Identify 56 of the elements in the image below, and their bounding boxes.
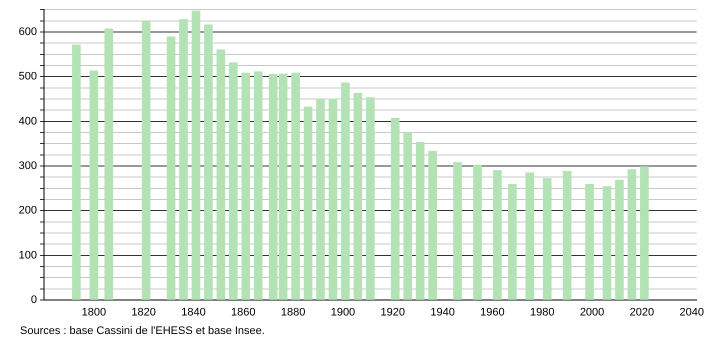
bar [615,180,624,300]
x-tick-label: 1980 [530,306,554,319]
bar [204,24,213,300]
bar [366,97,375,300]
bar [403,132,412,300]
y-tick-label: 0 [30,294,37,306]
bar [89,70,98,300]
bar [416,142,424,300]
x-tick-label: 1860 [231,306,256,319]
bar [453,162,462,300]
x-tick-label: 1960 [480,306,505,319]
x-tick-label: 2000 [580,306,604,319]
bar [542,178,552,300]
x-tick-label: 1800 [82,306,106,319]
bar [390,118,400,300]
bar [473,164,482,300]
bar [525,172,534,300]
y-tick-label: 500 [18,70,37,83]
bar [241,72,250,300]
x-tick-label: 1900 [330,306,356,319]
bar [216,49,226,300]
x-tick-label: 1920 [380,306,405,319]
bar [341,82,350,300]
bar [254,71,263,300]
x-tick-label: 1940 [430,306,455,319]
source-note: Sources : base Cassini de l'EHESS et base Insee. [20,325,265,337]
bar [142,20,150,300]
bar [428,150,437,300]
bar [328,98,338,300]
bar [354,92,362,300]
bar [628,169,636,300]
y-tick-label: 400 [18,115,37,128]
x-tick-label: 1820 [131,306,156,319]
bar [493,170,502,300]
y-tick-label: 200 [18,204,37,217]
x-tick-label: 2040 [679,306,704,319]
x-tick-label: 1840 [181,306,206,319]
bar [104,28,114,300]
bar [291,72,300,300]
bar [72,44,81,300]
bar [166,36,176,300]
bar [304,106,312,300]
bar [585,184,594,300]
y-tick-label: 300 [18,160,37,172]
bar [508,184,517,300]
bar [179,19,188,300]
bar [602,186,612,300]
bar [316,98,325,300]
bar [562,171,572,300]
bar [228,62,238,300]
y-tick-label: 600 [18,26,37,38]
bar [192,10,200,300]
x-tick-label: 2020 [630,306,654,319]
x-tick-label: 1880 [280,306,306,319]
y-tick-label: 100 [18,249,37,262]
bar [640,166,649,300]
